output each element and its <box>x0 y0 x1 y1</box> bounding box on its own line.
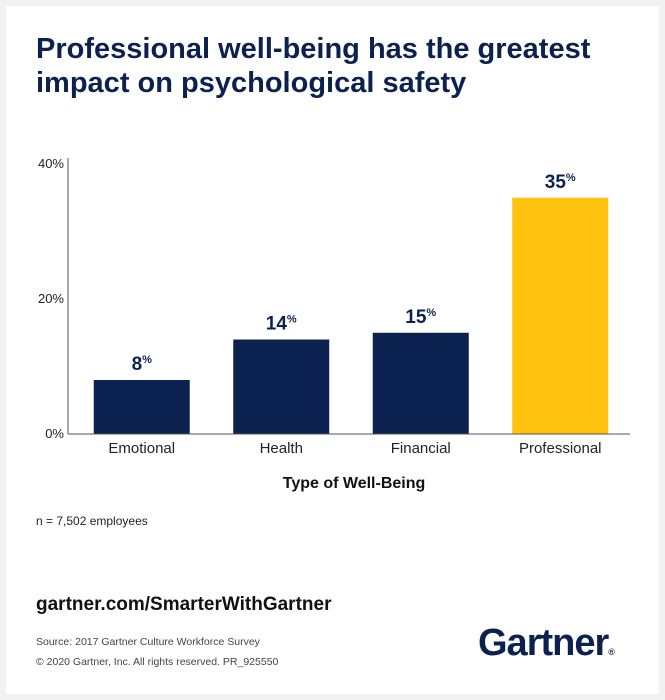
bar-financial <box>372 332 469 434</box>
x-axis-label: Type of Well-Being <box>283 475 426 492</box>
y-tick-label: 0% <box>45 426 64 441</box>
x-tick-label: Professional <box>519 440 602 457</box>
logo-wordmark: Gartner <box>478 622 609 664</box>
bar-health <box>233 339 330 434</box>
sample-size-note: n = 7,502 employees <box>36 514 148 528</box>
bar-emotional <box>93 380 190 434</box>
copyright-text: © 2020 Gartner, Inc. All rights reserved… <box>36 656 279 668</box>
gartner-logo: Gartner® <box>478 622 615 665</box>
y-tick-label: 40% <box>38 156 64 171</box>
x-tick-label: Health <box>260 440 303 457</box>
data-label: 14% <box>266 314 297 335</box>
x-tick-label: Financial <box>391 440 451 457</box>
bar-professional <box>512 197 609 434</box>
website-link[interactable]: gartner.com/SmarterWithGartner <box>36 594 332 615</box>
bar-chart: 0% 20% 40% 8% 14% 15% 35% Emotional Health Fina… <box>38 156 630 492</box>
y-tick-label: 20% <box>38 291 64 306</box>
chart-title: Professional well-being has the greatest… <box>36 33 591 99</box>
y-axis: 0% 20% 40% <box>38 156 69 441</box>
data-label: 15% <box>405 307 436 328</box>
x-axis: Emotional Health Financial Professional <box>68 433 630 457</box>
source-text: Source: 2017 Gartner Culture Workforce S… <box>36 636 260 648</box>
data-label: 8% <box>132 354 153 375</box>
x-tick-label: Emotional <box>108 440 175 457</box>
bars-group: 8% 14% 15% 35% <box>93 172 609 434</box>
data-label: 35% <box>545 172 576 193</box>
registered-mark: ® <box>608 647 615 657</box>
